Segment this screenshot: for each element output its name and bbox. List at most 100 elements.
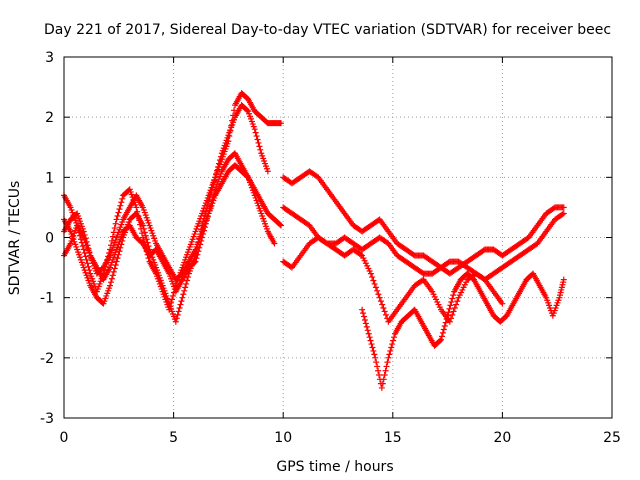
data-point-interp xyxy=(82,253,89,260)
data-point-interp xyxy=(85,263,92,270)
data-point-interp xyxy=(375,291,382,298)
data-point xyxy=(278,222,285,229)
data-point-interp xyxy=(371,351,378,358)
data-point-interp xyxy=(109,272,116,279)
data-point xyxy=(80,228,87,235)
data-point-interp xyxy=(143,236,150,243)
data-point-interp xyxy=(196,244,203,251)
x-tick-label: 0 xyxy=(60,430,69,446)
data-point-interp xyxy=(244,107,251,114)
data-point-interp xyxy=(443,316,450,323)
data-point-interp xyxy=(380,376,387,383)
data-point xyxy=(499,300,506,307)
data-point-interp xyxy=(111,225,118,232)
series-5 xyxy=(280,168,567,277)
data-point xyxy=(385,354,392,361)
y-tick-label: 2 xyxy=(45,110,54,126)
data-point-interp xyxy=(142,232,149,239)
data-point-interp xyxy=(169,292,176,299)
data-point-interp xyxy=(211,177,218,184)
data-point-interp xyxy=(215,164,222,171)
data-point xyxy=(278,120,285,127)
series-7 xyxy=(280,234,506,325)
data-point-interp xyxy=(85,245,92,252)
data-point-interp xyxy=(390,337,397,344)
data-point-interp xyxy=(141,229,148,236)
data-point-interp xyxy=(182,284,189,291)
data-point-interp xyxy=(177,301,184,308)
chart-title: Day 221 of 2017, Sidereal Day-to-day VTE… xyxy=(44,22,611,38)
data-point-interp xyxy=(391,334,398,341)
data-point xyxy=(560,204,567,211)
data-point-interp xyxy=(446,305,453,312)
data-point-interp xyxy=(369,274,376,281)
data-point-interp xyxy=(377,298,384,305)
data-point xyxy=(365,330,372,337)
data-point-interp xyxy=(442,319,449,326)
data-point-interp xyxy=(193,255,200,262)
data-point-interp xyxy=(383,363,390,370)
data-point-interp xyxy=(81,231,88,238)
data-point-interp xyxy=(453,301,460,308)
data-point-interp xyxy=(370,347,377,354)
series-8 xyxy=(359,270,567,391)
data-point xyxy=(438,336,445,343)
data-point-interp xyxy=(361,317,368,324)
data-point-interp xyxy=(109,233,116,240)
data-point xyxy=(251,126,258,133)
data-point-interp xyxy=(374,287,381,294)
data-points xyxy=(61,90,567,391)
y-tick-label: -2 xyxy=(40,351,54,367)
data-point-interp xyxy=(84,260,91,267)
data-point-interp xyxy=(83,238,90,245)
data-point xyxy=(560,276,567,283)
data-point xyxy=(378,384,385,391)
data-point-interp xyxy=(381,372,388,379)
data-point-interp xyxy=(448,298,455,305)
y-tick-label: -1 xyxy=(40,291,54,307)
data-point-interp xyxy=(449,295,456,302)
data-point-interp xyxy=(373,359,380,366)
data-point-interp xyxy=(366,334,373,341)
data-point-interp xyxy=(83,256,90,263)
data-point-interp xyxy=(117,202,124,209)
data-point-interp xyxy=(363,323,370,330)
y-tick-label: 0 xyxy=(45,231,54,247)
data-point-interp xyxy=(447,302,454,309)
data-point-interp xyxy=(450,292,457,299)
data-point-interp xyxy=(119,195,126,202)
data-point-interp xyxy=(114,213,121,220)
y-tick-label: -3 xyxy=(40,411,54,427)
data-point-interp xyxy=(386,351,393,358)
data-point xyxy=(376,294,383,301)
data-point-interp xyxy=(216,160,223,167)
data-point xyxy=(133,204,140,211)
data-point-interp xyxy=(116,206,123,213)
data-point-interp xyxy=(438,333,445,340)
data-point-interp xyxy=(376,372,383,379)
data-point-interp xyxy=(178,298,185,305)
data-point-interp xyxy=(384,359,391,366)
data-point-interp xyxy=(360,310,367,317)
data-point-interp xyxy=(370,277,377,284)
data-point-interp xyxy=(176,304,183,311)
data-point-interp xyxy=(379,301,386,308)
x-tick-label: 10 xyxy=(274,430,292,446)
data-point xyxy=(359,306,366,313)
data-point-interp xyxy=(117,244,124,251)
data-point-interp xyxy=(357,251,364,258)
data-point-interp xyxy=(79,243,86,250)
data-point xyxy=(212,174,219,181)
data-point-interp xyxy=(254,136,261,143)
data-point xyxy=(446,318,453,325)
data-point-interp xyxy=(112,220,119,227)
data-point-interp xyxy=(118,199,125,206)
data-point-interp xyxy=(277,221,284,228)
data-point-interp xyxy=(216,157,223,164)
grid-lines xyxy=(64,57,612,418)
data-point-interp xyxy=(173,315,180,322)
data-point-interp xyxy=(108,275,115,282)
data-point-interp xyxy=(84,242,91,249)
data-point-interp xyxy=(439,329,446,336)
